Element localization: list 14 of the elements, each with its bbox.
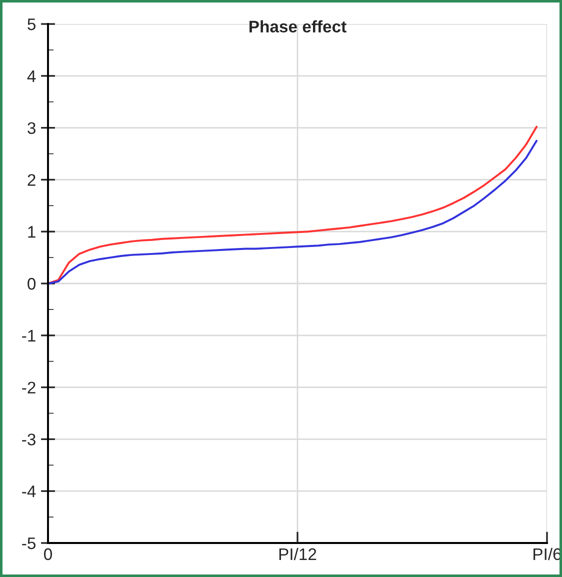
y-tick-label: 1: [28, 226, 36, 238]
y-tick-label: -2: [22, 382, 36, 394]
chart-title: Phase effect: [250, 20, 346, 32]
y-tick-label: -4: [22, 486, 36, 498]
y-tick-label: 0: [28, 278, 36, 290]
y-tick-label: 2: [28, 174, 36, 186]
y-tick-label: -5: [22, 538, 36, 550]
y-tick-label: -1: [22, 330, 36, 342]
y-tick-label: 5: [28, 18, 36, 30]
y-tick-label: -3: [22, 434, 36, 446]
x-tick-label: 0: [44, 548, 52, 560]
x-tick-label: PI/12: [279, 548, 316, 560]
y-tick-label: 4: [27, 70, 36, 82]
y-tick-label: 3: [28, 122, 36, 134]
